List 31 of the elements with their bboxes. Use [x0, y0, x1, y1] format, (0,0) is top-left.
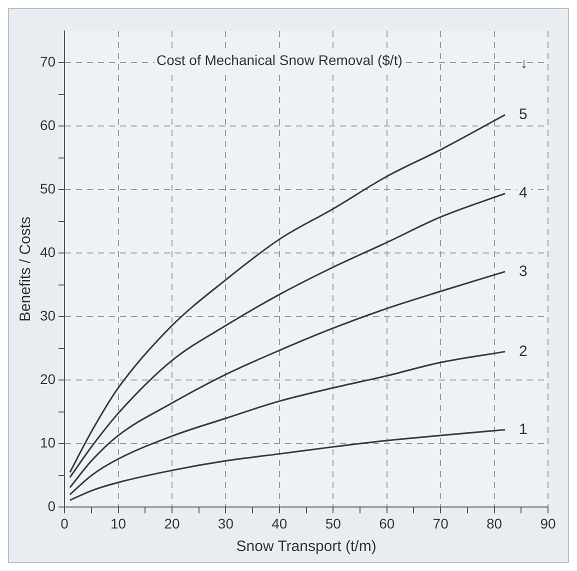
y-tick-label: 30: [40, 308, 56, 324]
series-label: 5: [519, 106, 528, 123]
x-tick-label: 10: [110, 515, 126, 532]
y-tick-label: 70: [40, 54, 56, 70]
annotation: ↓: [520, 54, 528, 71]
y-tick-label: 20: [40, 371, 56, 388]
series-label: 3: [519, 262, 528, 280]
series-label: 1: [519, 420, 528, 438]
y-axis-title: Benefits / Costs: [17, 216, 34, 322]
x-axis-title: Snow Transport (t/m): [236, 538, 376, 556]
series-label: 4: [519, 184, 528, 202]
legend-title: Cost of Mechanical Snow Removal ($/t): [156, 52, 402, 68]
x-tick-label: 50: [325, 515, 342, 532]
line-series: [69, 270, 506, 488]
x-tick-label: 30: [218, 515, 234, 532]
line-series: [69, 114, 506, 474]
x-tick-label: 0: [60, 515, 69, 532]
x-tick-label: 60: [379, 515, 395, 532]
y-tick-label: 40: [40, 244, 56, 260]
line-series: [69, 428, 506, 502]
y-tick-label: 0: [48, 498, 56, 514]
series-label: 2: [519, 342, 528, 360]
x-tick-label: 80: [486, 515, 502, 532]
x-tick-label: 90: [540, 515, 556, 532]
y-tick-label: 50: [40, 180, 56, 197]
line-series: [69, 350, 506, 496]
x-tick-label: 40: [272, 515, 288, 532]
y-tick-label: 10: [40, 434, 56, 451]
x-tick-label: 20: [164, 515, 180, 532]
x-tick-label: 70: [432, 515, 449, 532]
y-tick-label: 60: [40, 117, 56, 134]
